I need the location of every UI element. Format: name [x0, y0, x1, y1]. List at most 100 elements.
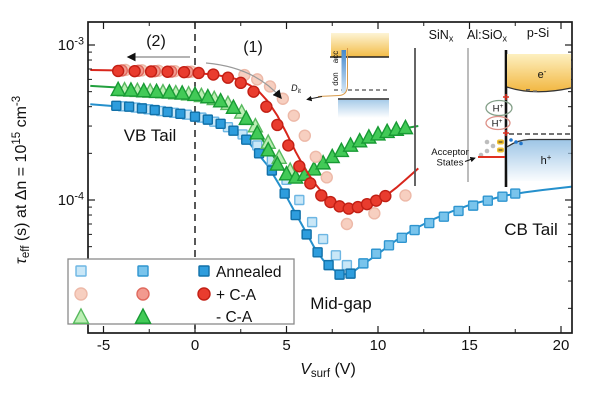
data-point — [271, 118, 284, 132]
dit-distribution-outline — [317, 48, 348, 97]
data-point — [198, 265, 210, 277]
data-point — [123, 101, 135, 112]
data-point — [149, 104, 160, 116]
data-point — [293, 160, 306, 173]
data-point — [72, 307, 90, 324]
trapped-electron-dots — [509, 138, 523, 146]
data-point — [409, 224, 420, 236]
legend-box — [67, 258, 295, 325]
series-annealed — [90, 100, 573, 280]
electron-dash-1 — [526, 89, 530, 91]
positive-charge-marks — [503, 94, 509, 136]
y-axis-label: τeff (s) at Δn = 1015 cm-3 — [11, 96, 32, 264]
cb-tail-label: CB Tail — [504, 220, 558, 239]
y-tick-label: 10-3 — [58, 35, 84, 54]
data-point — [320, 171, 333, 184]
x-tick-label: 5 — [282, 337, 290, 354]
data-point — [228, 125, 239, 136]
data-point — [290, 209, 301, 221]
data-point — [298, 129, 311, 142]
series-+-c-a — [90, 63, 419, 231]
data-point — [134, 307, 152, 324]
data-point — [249, 124, 266, 140]
data-point — [110, 80, 127, 97]
data-point — [396, 232, 407, 244]
sweep-forward-arrow — [205, 62, 282, 100]
annotations: (2) (1) VB Tail Mid-gap CB Tail — [124, 33, 558, 313]
inset-left-valence-band — [338, 100, 389, 118]
data-point — [192, 66, 205, 80]
data-point — [438, 211, 450, 222]
plot-frame — [87, 21, 573, 334]
vb-tail-label: VB Tail — [124, 126, 177, 145]
data-point — [137, 265, 149, 277]
sweep-back-label: (2) — [146, 33, 166, 50]
electron-band-region — [507, 54, 571, 92]
electron-dash-2 — [533, 90, 537, 92]
inset-left-conduction-band — [331, 33, 389, 57]
data-point — [177, 65, 191, 79]
data-point — [241, 134, 252, 145]
data-point — [122, 81, 140, 97]
data-point — [136, 103, 148, 114]
data-point — [304, 177, 317, 190]
data-point — [379, 189, 392, 203]
series---c-a — [90, 80, 419, 184]
data-point — [383, 240, 395, 251]
dit-distribution-bar — [341, 50, 346, 93]
data-point — [186, 85, 204, 102]
data-point — [202, 114, 214, 125]
data-point — [482, 195, 493, 206]
data-point — [294, 194, 305, 206]
axes-layer: -5 0 5 10 15 20 10-3 10-4 — [58, 21, 573, 354]
donor-states-axis-label: don — [331, 72, 340, 85]
data-point — [234, 76, 247, 90]
data-point — [128, 64, 141, 78]
valence-band-edge — [506, 138, 571, 148]
data-point — [111, 100, 122, 112]
h-plus-green-ellipse — [485, 99, 513, 117]
data-point — [301, 229, 312, 240]
x-tick-label: 10 — [370, 337, 387, 354]
data-point — [358, 258, 369, 269]
data-point — [467, 200, 479, 211]
electron-label: e- — [538, 67, 547, 81]
data-point — [340, 217, 354, 231]
data-point — [345, 268, 356, 279]
series-layer — [90, 63, 573, 280]
data-point — [260, 100, 273, 113]
data-point — [215, 118, 226, 130]
data-point — [330, 250, 342, 261]
data-point — [323, 259, 334, 271]
data-point — [497, 191, 508, 202]
h-plus-green-label: H+ — [493, 103, 504, 115]
data-point — [260, 141, 277, 157]
dit-axis-label: Dit — [291, 83, 301, 95]
inset-band-diagram-stack: SiNx Al:SiOx p-Si e- H+ H+ h+ — [414, 26, 572, 187]
x-tick-label: 15 — [461, 337, 478, 354]
h-plus-orange-label: H+ — [492, 118, 503, 130]
x-tick-label: 0 — [191, 337, 199, 354]
data-point — [189, 111, 201, 122]
acceptor-states-label-2: States — [437, 158, 464, 169]
data-point — [148, 82, 165, 99]
dit-axis-arrow — [306, 95, 323, 102]
data-point — [136, 287, 150, 301]
data-point — [453, 205, 464, 217]
sweep-forward-label: (1) — [243, 39, 263, 56]
data-point — [306, 216, 318, 228]
data-point — [287, 109, 301, 122]
x-axis-label: Vsurf (V) — [300, 361, 356, 380]
data-point — [269, 155, 286, 171]
data-point — [424, 217, 435, 229]
data-point — [238, 109, 255, 126]
data-point — [175, 108, 186, 119]
data-point — [162, 106, 173, 118]
data-point — [334, 269, 345, 280]
data-point — [368, 207, 381, 220]
data-point — [317, 233, 329, 245]
data-point — [279, 188, 290, 199]
y-tick-label: 10-4 — [58, 190, 84, 209]
acceptor-states-axis-label: acc — [331, 51, 340, 63]
